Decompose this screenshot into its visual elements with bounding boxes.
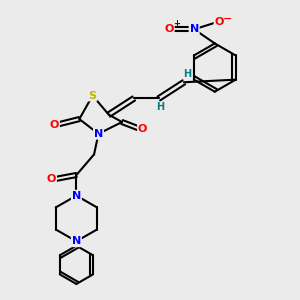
Text: N: N: [72, 236, 81, 246]
Text: O: O: [138, 124, 147, 134]
Text: H: H: [156, 102, 164, 112]
Text: N: N: [190, 24, 199, 34]
Text: O: O: [214, 17, 224, 27]
Text: O: O: [164, 24, 174, 34]
Text: O: O: [47, 174, 56, 184]
Text: O: O: [50, 120, 59, 130]
Text: N: N: [72, 190, 81, 201]
Text: N: N: [94, 129, 103, 139]
Text: S: S: [88, 91, 97, 100]
Text: H: H: [183, 69, 191, 79]
Text: −: −: [223, 14, 232, 24]
Text: +: +: [174, 20, 181, 28]
